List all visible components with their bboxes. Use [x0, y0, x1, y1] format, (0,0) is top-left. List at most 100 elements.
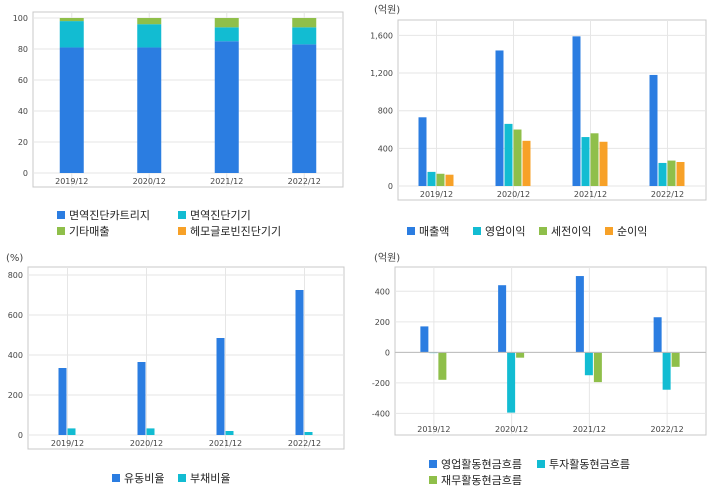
- unit-label: (억원): [374, 4, 400, 16]
- y-tick-label: 0: [18, 431, 23, 440]
- legend-swatch: [57, 227, 65, 235]
- bar: [59, 18, 84, 22]
- sales-composition-chart: 0 20 40 60 80 100 2019/12 2020/12 2021/12 2022/12…: [13, 11, 344, 238]
- legend-label: 헤모글로빈진단기기: [190, 225, 281, 238]
- y-tick-label: 800: [8, 271, 23, 280]
- bar: [649, 74, 658, 186]
- x-tick-label: 2019/12: [420, 190, 453, 199]
- bar: [436, 173, 445, 186]
- legend-label: 순이익: [617, 225, 647, 238]
- legend-label: 면역진단기기: [190, 209, 251, 222]
- y-tick-label: 40: [18, 107, 28, 116]
- unit-label: (억원): [374, 252, 400, 264]
- bar: [137, 362, 146, 435]
- x-tick-label: 2020/12: [133, 177, 166, 186]
- bar: [438, 352, 447, 380]
- y-tick-label: 800: [378, 107, 393, 116]
- legend-label: 기타매출: [69, 225, 109, 238]
- legend-swatch: [539, 227, 547, 235]
- legend-label: 재무활동현금흐름: [441, 473, 522, 487]
- y-tick-label: 400: [8, 351, 23, 360]
- bar: [522, 140, 531, 186]
- legend-swatch: [112, 474, 120, 482]
- bar: [658, 162, 667, 186]
- y-tick-label: 20: [18, 138, 28, 147]
- y-tick-label: 60: [18, 76, 28, 85]
- bar: [137, 47, 162, 174]
- x-tick-label: 2021/12: [574, 190, 607, 199]
- legend-swatch: [178, 211, 186, 219]
- bar: [581, 137, 590, 186]
- bar: [58, 368, 67, 435]
- bar: [214, 41, 239, 173]
- x-tick-label: 2019/12: [51, 439, 84, 448]
- bar: [507, 352, 516, 413]
- x-tick-label: 2019/12: [417, 425, 450, 434]
- bar: [498, 285, 507, 353]
- y-tick-label: 400: [378, 144, 393, 153]
- bar: [225, 431, 234, 435]
- y-tick-label: 1,600: [370, 31, 393, 40]
- bar: [214, 27, 239, 42]
- bar: [593, 352, 602, 383]
- x-tick-label: 2022/12: [288, 177, 321, 186]
- bar: [216, 338, 225, 435]
- y-tick-label: 400: [375, 287, 390, 296]
- x-tick-label: 2019/12: [55, 177, 88, 186]
- bar: [137, 24, 162, 48]
- bar: [584, 352, 593, 376]
- legend-swatch: [605, 227, 613, 235]
- bar: [295, 290, 304, 435]
- legend-swatch: [473, 227, 481, 235]
- bar: [59, 47, 84, 174]
- x-tick-label: 2020/12: [497, 190, 530, 199]
- y-tick-label: 0: [23, 169, 28, 178]
- y-tick-label: 100: [13, 14, 28, 23]
- legend-label: 투자활동현금흐름: [549, 457, 630, 471]
- x-tick-label: 2022/12: [288, 439, 321, 448]
- legend-swatch: [407, 227, 415, 235]
- bar: [445, 174, 454, 186]
- legend-swatch: [429, 460, 437, 468]
- bar: [67, 428, 76, 435]
- bar: [599, 141, 608, 186]
- bar: [575, 276, 584, 353]
- legend-label: 부채비율: [190, 472, 230, 485]
- y-tick-label: -400: [372, 409, 390, 418]
- bar: [418, 117, 427, 186]
- bar: [292, 44, 317, 173]
- bar: [137, 18, 162, 25]
- bar: [653, 317, 662, 353]
- unit-label: (%): [6, 253, 23, 264]
- x-tick-label: 2021/12: [210, 177, 243, 186]
- legend-label: 영업활동현금흐름: [441, 457, 522, 471]
- y-tick-label: 0: [385, 348, 390, 357]
- income-chart: 0 400 800 1,200 1,600 2019/12 2020/12 2021/12 20…: [370, 4, 707, 238]
- bar: [516, 352, 525, 358]
- bar: [676, 162, 685, 186]
- bar: [495, 50, 504, 187]
- legend-label: 유동비율: [124, 472, 164, 485]
- legend-label: 매출액: [419, 225, 449, 238]
- bar: [420, 326, 429, 353]
- legend-swatch: [178, 474, 186, 482]
- bar: [427, 171, 436, 186]
- bar: [214, 18, 239, 28]
- bar: [292, 27, 317, 45]
- y-tick-label: 600: [8, 311, 23, 320]
- bar: [662, 352, 671, 390]
- legend-swatch: [429, 476, 437, 484]
- y-tick-label: 80: [18, 45, 28, 54]
- cash-flow-chart: -400 -200 0 200 400 2019/12 2020/12 2021/12 2022…: [372, 252, 707, 487]
- plot-frame: [32, 11, 344, 188]
- x-tick-label: 2020/12: [495, 425, 528, 434]
- bar: [304, 432, 313, 435]
- bar: [572, 36, 581, 187]
- y-tick-label: 0: [388, 182, 393, 191]
- legend-swatch: [178, 227, 186, 235]
- x-tick-label: 2021/12: [209, 439, 242, 448]
- y-tick-label: 200: [8, 391, 23, 400]
- y-tick-label: -200: [372, 379, 390, 388]
- bar: [504, 123, 513, 186]
- bar: [671, 352, 680, 367]
